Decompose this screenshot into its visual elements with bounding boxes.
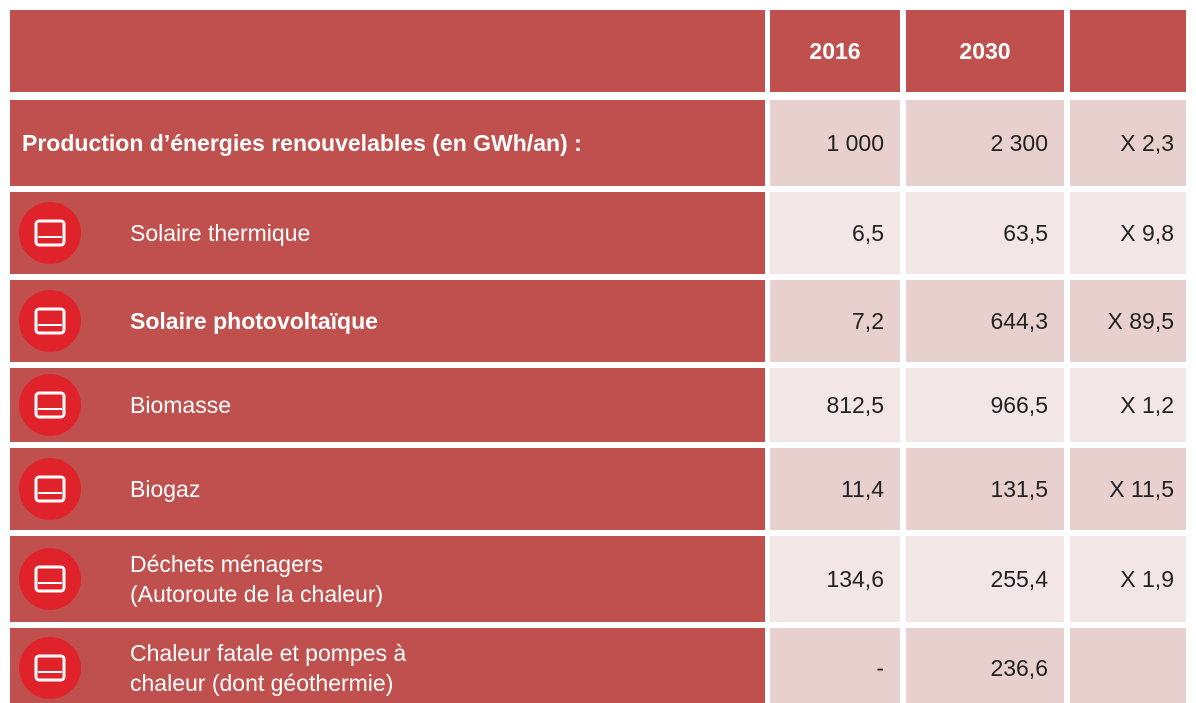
value-2016: 812,5 <box>770 368 900 442</box>
icon <box>19 548 81 610</box>
icon <box>19 202 81 264</box>
header-cell <box>1070 10 1186 92</box>
row-label: Solaire thermique <box>10 192 765 274</box>
value-2030: 2 300 <box>906 100 1064 186</box>
value-2016: 134,6 <box>770 536 900 622</box>
value-2016: 7,2 <box>770 280 900 362</box>
value-2030: 131,5 <box>906 448 1064 530</box>
value-2016: 1 000 <box>770 100 900 186</box>
value-2030: 966,5 <box>906 368 1064 442</box>
row-label: Déchets ménagers (Autoroute de la chaleur… <box>10 536 765 622</box>
value-2030: 63,5 <box>906 192 1064 274</box>
label-line: Chaleur fatale et pompes à <box>130 640 407 666</box>
icon <box>19 374 81 436</box>
label-line: Déchets ménagers <box>130 551 324 577</box>
label-line: Production d’énergies renouvelables (en … <box>22 130 582 156</box>
row-label: Production d’énergies renouvelables (en … <box>10 100 765 186</box>
ratio <box>1070 628 1186 703</box>
value-2016: - <box>770 628 900 703</box>
icon <box>19 290 81 352</box>
label-line: Solaire photovoltaïque <box>130 308 378 334</box>
header-cell: 2016 <box>770 10 900 92</box>
value-2030: 255,4 <box>906 536 1064 622</box>
icon <box>19 458 81 520</box>
ratio: X 1,9 <box>1070 536 1186 622</box>
value-2030: 644,3 <box>906 280 1064 362</box>
row-label: Biomasse <box>10 368 765 442</box>
row-label: Solaire photovoltaïque <box>10 280 765 362</box>
header-cell <box>10 10 765 92</box>
label-line: Biogaz <box>130 476 201 502</box>
label-line: chaleur (dont géothermie) <box>130 670 394 696</box>
value-2016: 11,4 <box>770 448 900 530</box>
label-line: Solaire thermique <box>130 220 311 246</box>
ratio: X 89,5 <box>1070 280 1186 362</box>
ratio: X 9,8 <box>1070 192 1186 274</box>
ratio: X 1,2 <box>1070 368 1186 442</box>
icon <box>19 637 81 699</box>
row-label: Chaleur fatale et pompes à chaleur (dont … <box>10 628 765 703</box>
ratio: X 2,3 <box>1070 100 1186 186</box>
value-2030: 236,6 <box>906 628 1064 703</box>
ratio: X 11,5 <box>1070 448 1186 530</box>
label-line: (Autoroute de la chaleur) <box>130 581 384 607</box>
row-label: Biogaz <box>10 448 765 530</box>
value-2016: 6,5 <box>770 192 900 274</box>
label-line: Biomasse <box>130 392 231 418</box>
header-cell: 2030 <box>906 10 1064 92</box>
